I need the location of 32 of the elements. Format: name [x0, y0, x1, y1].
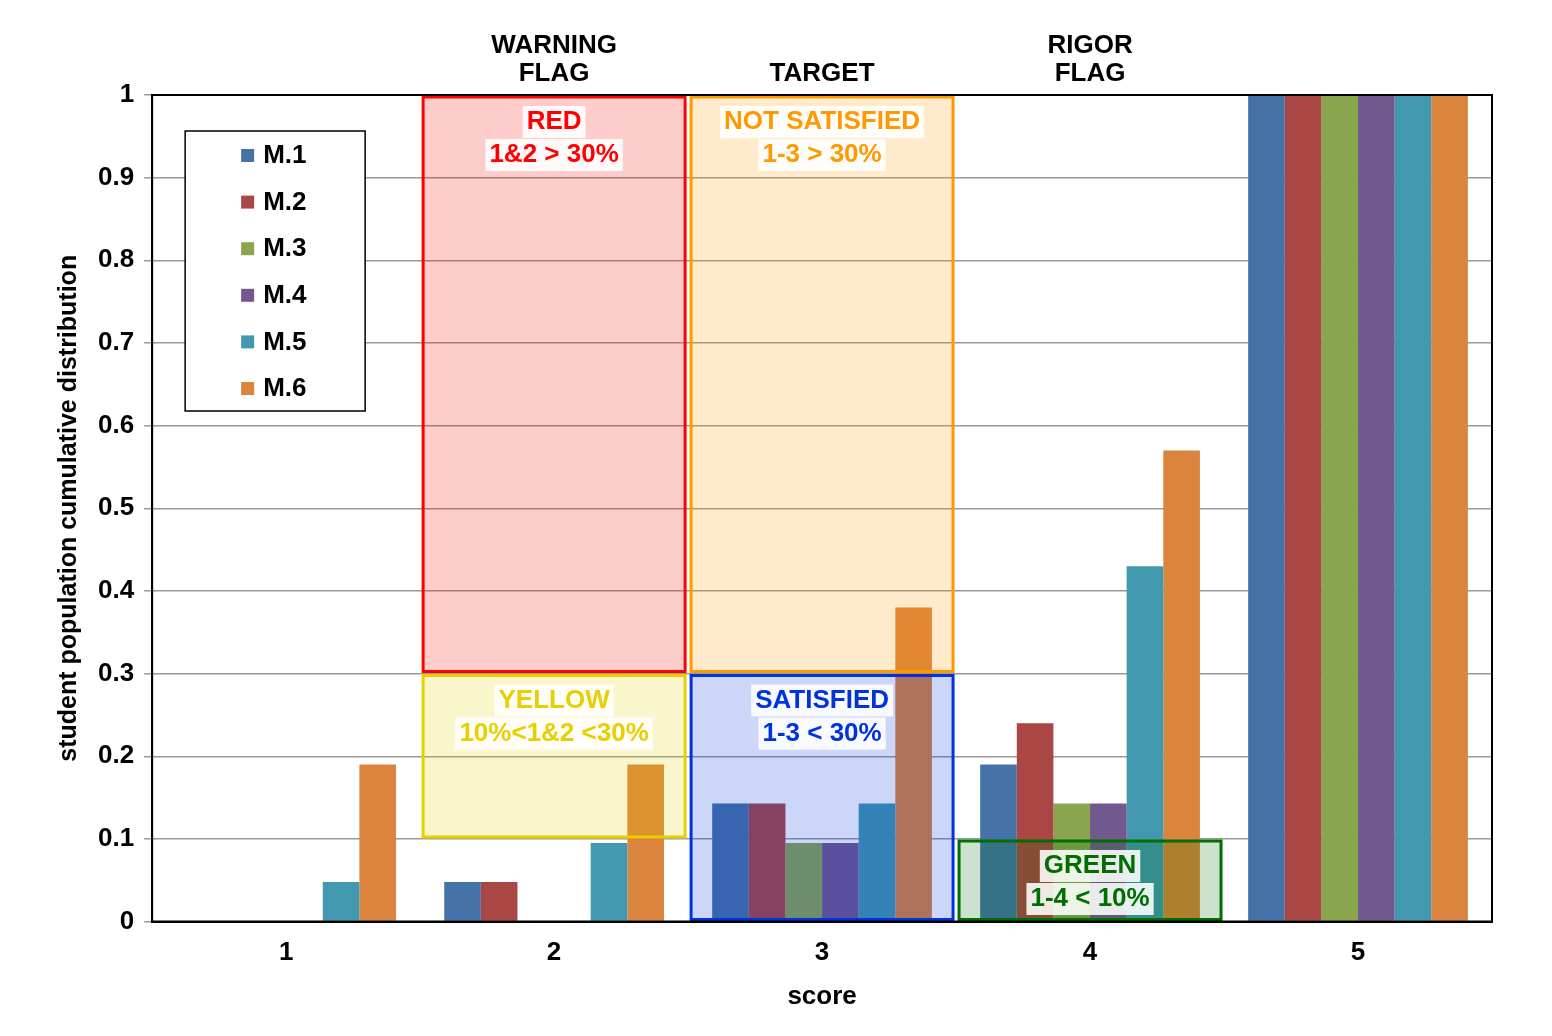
legend-label: M.2: [263, 185, 307, 216]
legend-label: M.6: [263, 372, 307, 403]
y-tick-label: 0.3: [97, 656, 135, 687]
band-label: SATISFIED 1-3 < 30%: [755, 683, 889, 747]
x-tick-label: 1: [278, 936, 294, 967]
y-tick-label: 0.1: [97, 822, 135, 853]
y-tick-label: 0: [119, 904, 135, 935]
legend-label: M.3: [263, 232, 307, 263]
y-axis-title: student population cumulative distribution: [52, 254, 81, 762]
y-tick-label: 0.7: [97, 326, 135, 357]
band-label: GREEN 1-4 < 10%: [1030, 849, 1150, 913]
text: RIGOR FLAG: [1047, 29, 1133, 88]
x-tick-label: 2: [546, 936, 562, 967]
x-axis-title: score: [787, 979, 857, 1010]
band-label: NOT SATISFIED 1-3 > 30%: [724, 105, 921, 169]
text: TARGET: [769, 57, 875, 88]
y-tick-label: 0.8: [97, 243, 135, 274]
legend-label: M.1: [263, 139, 307, 170]
band-label: YELLOW 10%<1&2 <30%: [459, 683, 649, 747]
band-label: RED 1&2 > 30%: [489, 105, 619, 169]
y-tick-label: 0.4: [97, 574, 135, 605]
y-tick-label: 1: [119, 78, 135, 109]
x-tick-label: 4: [1082, 936, 1098, 967]
y-tick-label: 0.2: [97, 739, 135, 770]
x-tick-label: 5: [1350, 936, 1366, 967]
y-tick-label: 0.5: [97, 491, 135, 522]
y-tick-label: 0.6: [97, 408, 135, 439]
text: WARNING FLAG: [491, 29, 617, 88]
y-tick-label: 0.9: [97, 160, 135, 191]
legend-label: M.5: [263, 325, 307, 356]
legend-label: M.4: [263, 278, 308, 309]
x-tick-label: 3: [814, 936, 830, 967]
